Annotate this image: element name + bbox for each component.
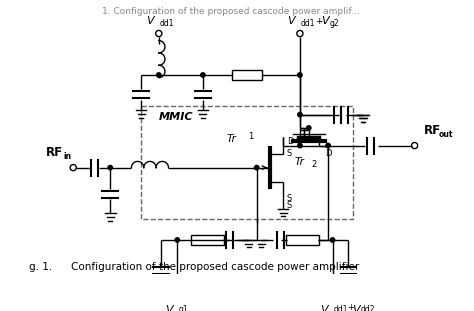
Circle shape — [298, 73, 302, 77]
Text: dd2: dd2 — [361, 305, 375, 311]
Text: g2: g2 — [330, 19, 339, 28]
Text: 2: 2 — [311, 160, 317, 169]
Text: RF: RF — [46, 146, 63, 159]
Text: dd1: dd1 — [160, 19, 174, 28]
Circle shape — [307, 126, 311, 130]
Text: out: out — [438, 130, 453, 139]
Text: $V$: $V$ — [165, 303, 175, 311]
Text: $V$: $V$ — [146, 15, 156, 26]
Text: S: S — [287, 149, 292, 158]
Text: g1: g1 — [179, 305, 189, 311]
Text: S: S — [287, 201, 292, 210]
Circle shape — [298, 113, 302, 117]
Bar — [191, 235, 224, 245]
Text: S: S — [287, 194, 292, 203]
Circle shape — [156, 73, 161, 77]
Text: g. 1.: g. 1. — [29, 262, 52, 272]
Text: 1. Configuration of the proposed cascode power amplif...: 1. Configuration of the proposed cascode… — [102, 7, 360, 16]
Text: in: in — [64, 152, 72, 161]
Text: +: + — [346, 303, 354, 311]
Text: $V$: $V$ — [319, 303, 330, 311]
Text: MMIC: MMIC — [159, 112, 193, 122]
Text: Configuration of the proposed cascode power amplifier: Configuration of the proposed cascode po… — [71, 262, 359, 272]
Text: 1: 1 — [248, 132, 253, 141]
Text: D: D — [287, 137, 293, 146]
Text: +: + — [315, 17, 322, 26]
Circle shape — [201, 73, 205, 77]
Text: RF: RF — [423, 124, 440, 137]
Circle shape — [326, 143, 330, 148]
Bar — [141, 106, 353, 219]
Text: $V$: $V$ — [321, 15, 331, 26]
Circle shape — [108, 165, 112, 170]
Text: dd1: dd1 — [333, 305, 348, 311]
Text: Tr: Tr — [294, 157, 304, 167]
Text: Tr: Tr — [227, 134, 237, 144]
Circle shape — [255, 165, 259, 170]
Circle shape — [298, 143, 302, 148]
Text: dd1: dd1 — [301, 19, 315, 28]
Circle shape — [330, 238, 335, 242]
Bar — [232, 70, 263, 80]
Bar — [286, 235, 319, 245]
Text: $V$: $V$ — [352, 303, 362, 311]
Text: D: D — [325, 149, 331, 158]
Text: $V$: $V$ — [287, 15, 297, 26]
Circle shape — [175, 238, 180, 242]
